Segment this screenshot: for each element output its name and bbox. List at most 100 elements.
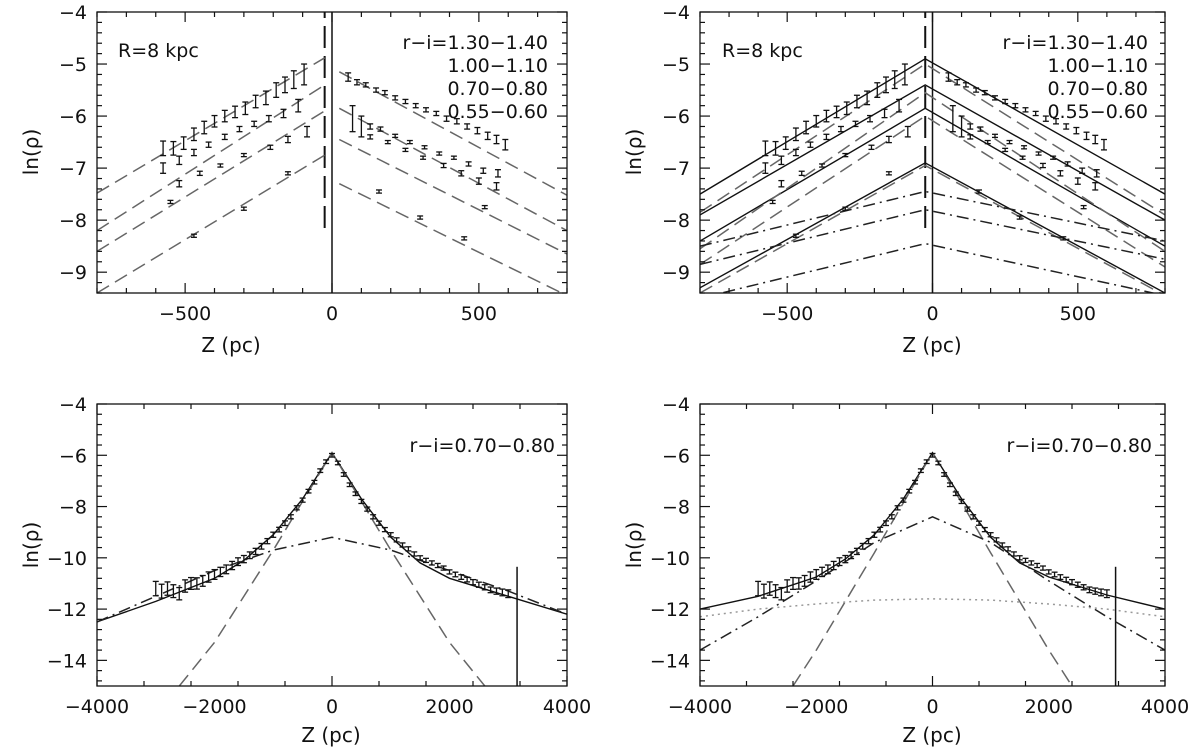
data-point bbox=[481, 584, 488, 591]
data-point bbox=[819, 163, 826, 168]
data-point bbox=[267, 144, 274, 151]
data-point bbox=[376, 520, 382, 526]
data-point bbox=[443, 115, 450, 122]
data-point bbox=[1083, 131, 1090, 141]
data-point bbox=[912, 479, 919, 485]
data-point bbox=[852, 120, 859, 128]
model-curve-dashdot bbox=[700, 515, 1165, 651]
data-point bbox=[453, 118, 460, 125]
data-point bbox=[242, 101, 249, 116]
data-point bbox=[196, 170, 203, 177]
data-point bbox=[964, 506, 971, 512]
data-point bbox=[502, 138, 509, 151]
data-point bbox=[929, 452, 936, 458]
data-point bbox=[891, 70, 898, 90]
data-point bbox=[973, 87, 980, 93]
x-tick-label: 500 bbox=[461, 303, 497, 325]
x-tick-label: 0 bbox=[926, 696, 938, 718]
data-point bbox=[381, 89, 388, 96]
annotation-color-bin: r−i=1.30−1.40 bbox=[1003, 32, 1148, 54]
data-point bbox=[784, 579, 791, 593]
data-point bbox=[1100, 138, 1107, 151]
data-point bbox=[235, 557, 241, 567]
data-point bbox=[421, 145, 428, 150]
data-point bbox=[221, 133, 228, 141]
data-point bbox=[778, 586, 785, 601]
data-point bbox=[1032, 110, 1039, 117]
y-tick-label: −6 bbox=[59, 106, 87, 128]
data-point bbox=[190, 233, 197, 238]
data-point bbox=[411, 551, 418, 557]
model-curve-dashed bbox=[700, 91, 1165, 253]
y-tick-label: −4 bbox=[59, 2, 87, 24]
panel-bottom-left: −4000 −2000 0 2000 4000 −14 −12 −10 −8 −6 −4 Z (pc)… bbox=[19, 394, 591, 747]
data-point bbox=[823, 133, 830, 141]
data-point bbox=[865, 537, 872, 545]
y-tick-label: −12 bbox=[47, 599, 87, 621]
data-point bbox=[970, 514, 977, 520]
data-point bbox=[423, 107, 429, 113]
data-point bbox=[833, 105, 840, 119]
data-point bbox=[842, 554, 849, 564]
data-point bbox=[1103, 589, 1110, 599]
data-point bbox=[262, 90, 269, 106]
data-point bbox=[1092, 134, 1099, 145]
data-point bbox=[837, 125, 844, 133]
data-point bbox=[949, 105, 956, 133]
data-point bbox=[896, 98, 903, 113]
data-point bbox=[1022, 557, 1029, 564]
data-point bbox=[904, 125, 911, 138]
data-point bbox=[883, 520, 889, 527]
data-point bbox=[1079, 167, 1086, 174]
data-point bbox=[877, 526, 884, 533]
data-point bbox=[270, 531, 277, 538]
x-tick-label: −2000 bbox=[182, 696, 246, 718]
x-tick-label: 0 bbox=[326, 303, 338, 325]
data-point bbox=[402, 147, 409, 153]
data-point bbox=[874, 82, 881, 98]
plot-area bbox=[97, 451, 567, 686]
model-curve-dashdot bbox=[97, 536, 567, 623]
y-axis-label: ln(ρ) bbox=[622, 129, 646, 176]
data-point bbox=[977, 126, 984, 132]
data-point bbox=[392, 133, 399, 139]
data-point bbox=[370, 514, 377, 520]
data-point bbox=[487, 586, 494, 594]
data-point bbox=[284, 171, 291, 176]
data-point bbox=[258, 542, 265, 550]
data-point bbox=[885, 171, 892, 176]
data-point bbox=[772, 584, 779, 599]
fit-line-1 bbox=[97, 84, 567, 232]
data-point bbox=[1069, 578, 1075, 586]
data-point bbox=[461, 236, 468, 241]
data-point bbox=[420, 155, 427, 160]
x-axis-label: Z (pc) bbox=[902, 333, 961, 357]
data-point bbox=[352, 491, 359, 497]
data-point bbox=[935, 460, 942, 466]
data-point bbox=[803, 120, 810, 135]
data-point bbox=[962, 82, 969, 88]
data-point bbox=[217, 163, 224, 168]
y-tick-label: −14 bbox=[47, 650, 87, 672]
y-tick-label: −7 bbox=[59, 158, 87, 180]
data-point bbox=[280, 108, 287, 119]
data-point bbox=[305, 488, 312, 494]
data-point bbox=[1019, 155, 1026, 160]
data-point bbox=[232, 105, 239, 119]
data-point bbox=[364, 506, 371, 512]
data-point bbox=[967, 123, 974, 130]
data-point bbox=[1074, 581, 1081, 588]
data-point bbox=[1073, 126, 1080, 135]
data-point bbox=[901, 63, 908, 86]
data-point bbox=[358, 498, 365, 505]
data-point bbox=[859, 542, 866, 550]
x-tick-label: −500 bbox=[159, 303, 211, 325]
data-point bbox=[494, 169, 501, 178]
data-point bbox=[941, 472, 948, 477]
model-curve-dashed bbox=[700, 164, 1162, 293]
data-point bbox=[984, 139, 991, 145]
data-point bbox=[766, 581, 773, 596]
panel-top-left: −500 0 500 −9 −8 −7 −6 −5 −4 Z (pc) ln(ρ) R=8 kpc r−… bbox=[19, 2, 568, 357]
data-point bbox=[991, 95, 998, 101]
y-tick-label: −5 bbox=[59, 54, 87, 76]
